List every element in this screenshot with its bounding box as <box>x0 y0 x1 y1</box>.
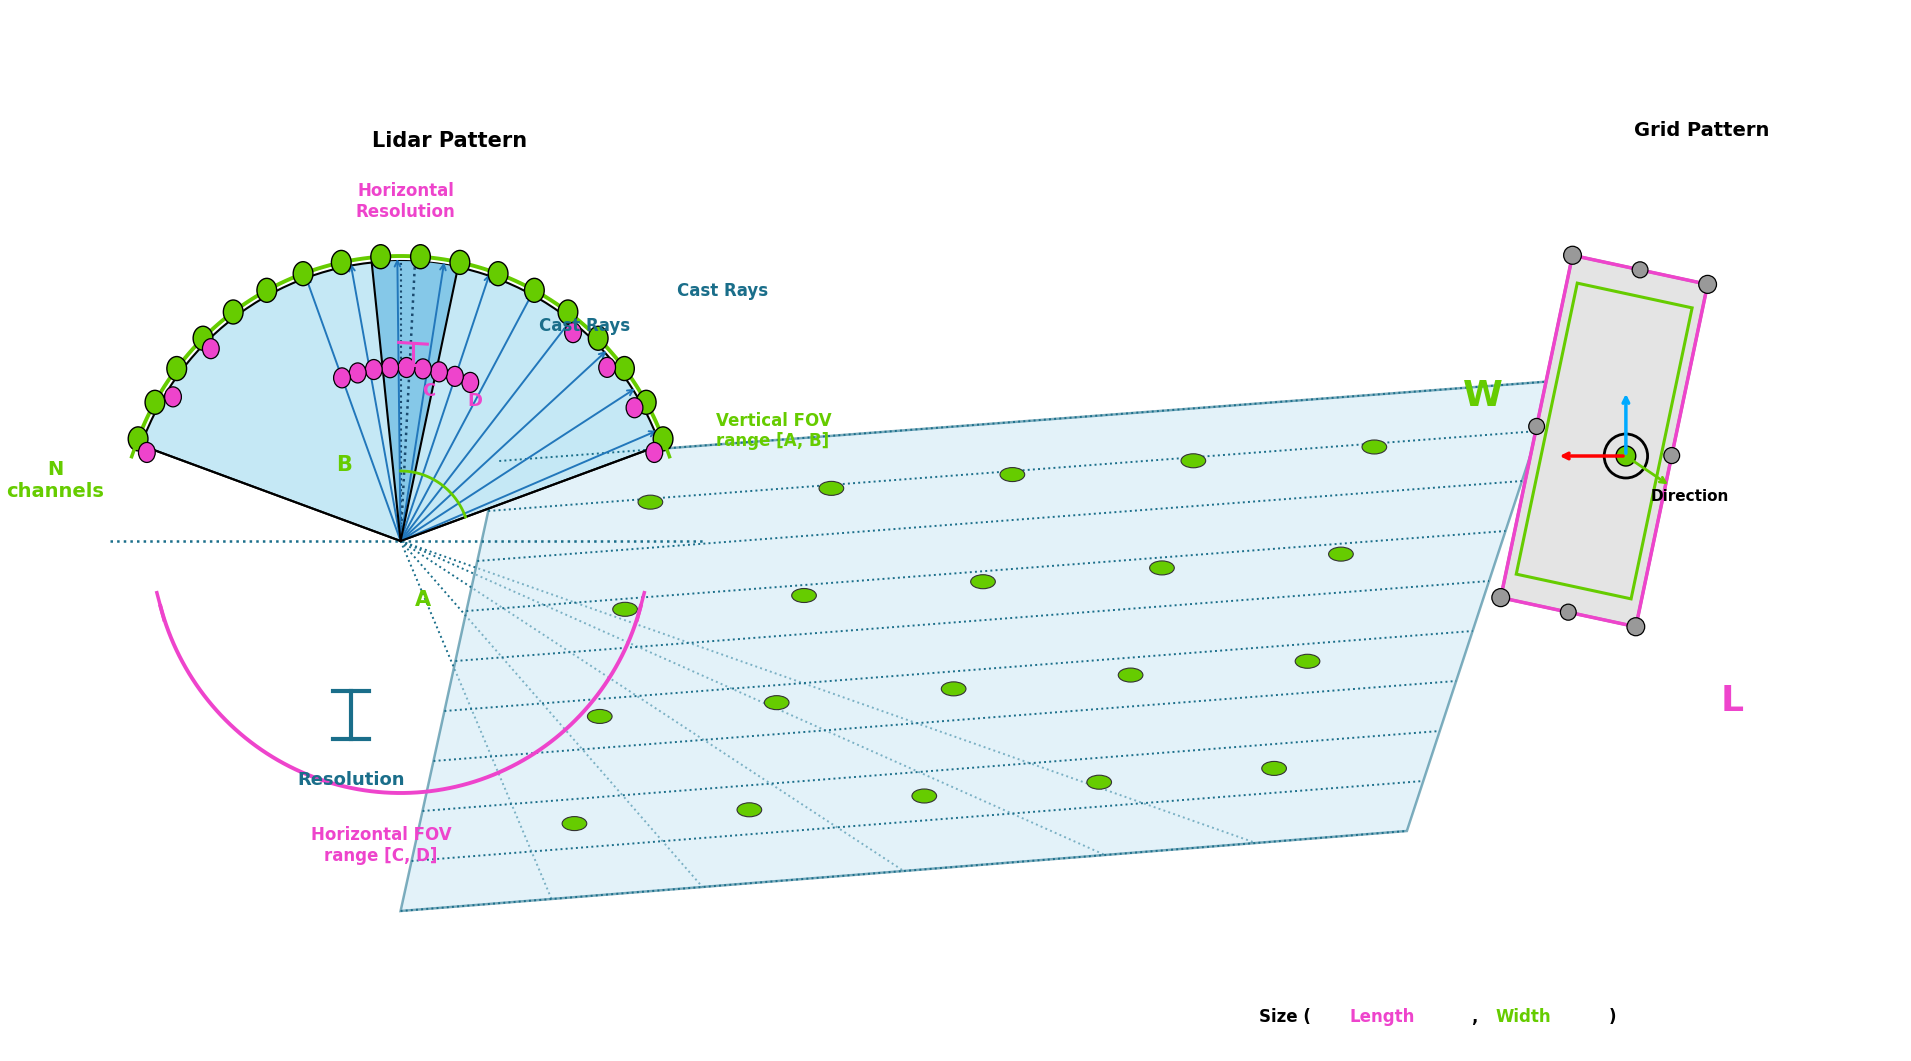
Text: Grid Pattern: Grid Pattern <box>1634 121 1770 140</box>
Circle shape <box>1632 262 1647 278</box>
Ellipse shape <box>562 817 587 831</box>
Ellipse shape <box>415 359 432 379</box>
Text: N
channels: N channels <box>6 460 105 502</box>
Text: Lidar Pattern: Lidar Pattern <box>373 131 527 151</box>
Text: Horizontal FOV
range [C, D]: Horizontal FOV range [C, D] <box>310 827 451 865</box>
Ellipse shape <box>558 300 577 324</box>
Ellipse shape <box>166 356 187 381</box>
Ellipse shape <box>564 323 581 343</box>
Ellipse shape <box>256 278 277 302</box>
Ellipse shape <box>627 398 642 418</box>
Ellipse shape <box>331 250 352 275</box>
Ellipse shape <box>654 427 673 451</box>
Text: Vertical FOV
range [A, B]: Vertical FOV range [A, B] <box>717 412 831 451</box>
Ellipse shape <box>145 390 164 414</box>
Ellipse shape <box>999 468 1024 482</box>
Ellipse shape <box>820 482 843 495</box>
Ellipse shape <box>1363 440 1387 454</box>
Ellipse shape <box>334 368 350 388</box>
Text: W: W <box>1462 380 1502 414</box>
Circle shape <box>1699 276 1716 294</box>
Polygon shape <box>1500 256 1708 627</box>
Ellipse shape <box>598 358 615 378</box>
Ellipse shape <box>615 356 634 381</box>
Text: A: A <box>415 590 432 610</box>
Ellipse shape <box>128 427 147 451</box>
Ellipse shape <box>971 575 996 589</box>
Wedge shape <box>373 261 459 541</box>
Ellipse shape <box>1181 454 1206 468</box>
Ellipse shape <box>1150 561 1173 575</box>
Ellipse shape <box>1261 762 1286 776</box>
Ellipse shape <box>738 803 762 817</box>
Text: ): ) <box>1609 1008 1617 1026</box>
Ellipse shape <box>646 442 663 463</box>
Text: B: B <box>336 455 352 475</box>
Ellipse shape <box>430 362 447 382</box>
Ellipse shape <box>138 442 155 463</box>
Text: Width: Width <box>1496 1008 1552 1026</box>
Ellipse shape <box>613 603 638 616</box>
Ellipse shape <box>487 262 508 285</box>
Circle shape <box>1626 618 1645 636</box>
Ellipse shape <box>1328 547 1353 561</box>
Wedge shape <box>141 261 659 541</box>
Ellipse shape <box>638 495 663 509</box>
Ellipse shape <box>193 326 212 350</box>
Text: Resolution: Resolution <box>296 771 405 789</box>
Ellipse shape <box>791 589 816 603</box>
Text: Direction: Direction <box>1651 489 1729 504</box>
Circle shape <box>1492 589 1510 607</box>
Text: Horizontal
Resolution: Horizontal Resolution <box>355 182 455 221</box>
Ellipse shape <box>636 390 655 414</box>
Ellipse shape <box>365 360 382 380</box>
Ellipse shape <box>764 696 789 710</box>
Text: ,: , <box>1471 1008 1477 1026</box>
Ellipse shape <box>224 300 243 324</box>
Text: L: L <box>1722 684 1745 718</box>
Ellipse shape <box>1087 776 1112 789</box>
Circle shape <box>1664 448 1680 464</box>
Ellipse shape <box>371 245 390 268</box>
Ellipse shape <box>1296 655 1321 668</box>
Ellipse shape <box>1118 668 1143 682</box>
Ellipse shape <box>587 710 612 724</box>
Ellipse shape <box>589 326 608 350</box>
Circle shape <box>1617 446 1636 466</box>
Text: D: D <box>468 392 483 410</box>
Text: Size (: Size ( <box>1259 1008 1311 1026</box>
Ellipse shape <box>397 358 415 378</box>
Text: Cast Rays: Cast Rays <box>539 317 631 335</box>
Ellipse shape <box>942 682 965 696</box>
Circle shape <box>1563 246 1582 264</box>
Text: C: C <box>422 382 436 400</box>
Circle shape <box>1529 418 1544 434</box>
Circle shape <box>1561 604 1577 621</box>
Text: Length: Length <box>1349 1008 1414 1026</box>
Ellipse shape <box>164 387 182 406</box>
Ellipse shape <box>462 372 478 393</box>
Polygon shape <box>401 381 1556 911</box>
Ellipse shape <box>449 250 470 275</box>
Ellipse shape <box>350 363 367 383</box>
Text: Cast Rays: Cast Rays <box>676 282 768 300</box>
Ellipse shape <box>912 789 936 803</box>
Ellipse shape <box>203 338 220 359</box>
Ellipse shape <box>447 366 462 386</box>
Ellipse shape <box>292 262 313 285</box>
Ellipse shape <box>411 245 430 268</box>
Ellipse shape <box>382 358 399 378</box>
Ellipse shape <box>524 278 545 302</box>
